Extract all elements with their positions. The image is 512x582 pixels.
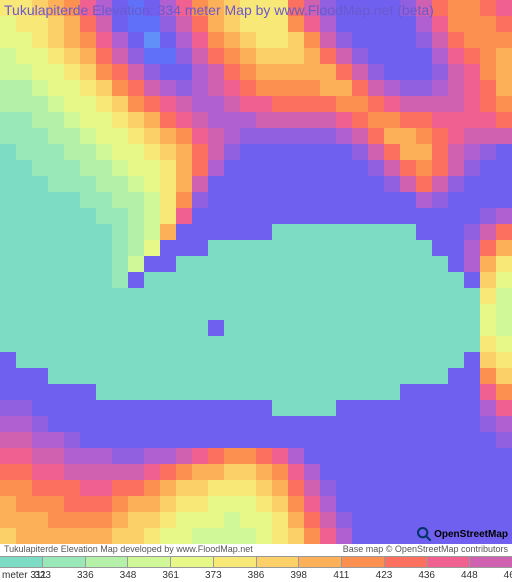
legend-swatch (86, 557, 129, 567)
legend-label: 436 (418, 570, 435, 581)
legend-swatch (43, 557, 86, 567)
legend-label: 423 (376, 570, 393, 581)
footer-bar: Tukulapiterde Elevation Map developed by… (0, 544, 512, 556)
elevation-map (0, 0, 512, 544)
magnifier-icon (416, 526, 432, 542)
legend-swatch (257, 557, 300, 567)
legend-label: 411 (333, 570, 349, 581)
legend-swatch (342, 557, 385, 567)
legend-swatch (299, 557, 342, 567)
map-title: Tukulapiterde Elevation: 334 meter Map b… (4, 2, 434, 18)
legend-swatch (428, 557, 471, 567)
legend-swatch (385, 557, 428, 567)
legend-label: 348 (120, 570, 137, 581)
osm-logo-text: OpenStreetMap (434, 529, 508, 540)
footer-right-text: Base map © OpenStreetMap contributors (343, 544, 508, 556)
legend-label: 461 (504, 570, 512, 581)
legend-label: 373 (205, 570, 222, 581)
legend-label: 386 (248, 570, 265, 581)
legend-swatch (128, 557, 171, 567)
footer-left-text: Tukulapiterde Elevation Map developed by… (4, 544, 253, 556)
legend-swatch (470, 557, 512, 567)
legend-swatch (171, 557, 214, 567)
osm-logo-area[interactable]: OpenStreetMap (416, 526, 508, 542)
legend-label: 336 (77, 570, 94, 581)
legend-label: 448 (461, 570, 478, 581)
legend-label: 361 (162, 570, 179, 581)
legend-label: 323 (34, 570, 51, 581)
legend-label: 398 (290, 570, 307, 581)
elevation-legend: meter 3113233363483613733863984114234364… (0, 556, 512, 582)
legend-swatch (214, 557, 257, 567)
legend-swatch (0, 557, 43, 567)
